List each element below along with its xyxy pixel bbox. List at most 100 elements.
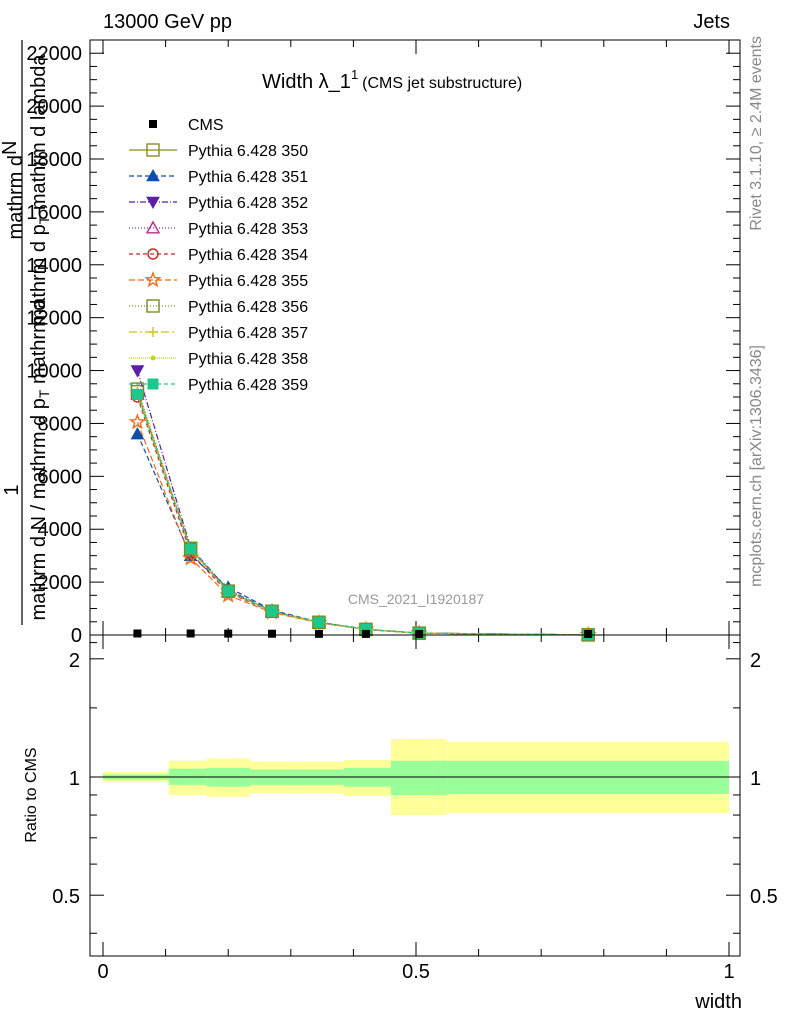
- legend-marker: [146, 196, 160, 210]
- x-tick-label: 0: [97, 961, 108, 983]
- main-ytick-label: 2000: [38, 572, 83, 594]
- x-tick-label: 1: [723, 961, 734, 983]
- header-left: 13000 GeV pp: [103, 11, 232, 33]
- ratio-ytick-label: 2: [69, 650, 80, 672]
- ylabel-mid-line: mathrm d pT mathrm d lambda: [28, 54, 52, 326]
- legend-label: Pythia 6.428 351: [188, 169, 308, 186]
- legend-item: Pythia 6.428 356: [129, 299, 308, 316]
- plot-title-sup: 1: [351, 67, 358, 82]
- analysis-watermark: CMS_2021_I1920187: [348, 591, 484, 607]
- main-ytick-label: 0: [71, 625, 82, 647]
- ratio-ytick-label-right: 2: [750, 650, 761, 672]
- ylabel-top-line: mathrm dN: [0, 141, 27, 240]
- mcplots-label: mcplots.cern.ch [arXiv:1306.3436]: [748, 345, 765, 587]
- series-point: [265, 604, 279, 618]
- legend-item: Pythia 6.428 358: [129, 351, 308, 368]
- cms-data: [133, 629, 593, 638]
- legend-item: Pythia 6.428 355: [129, 271, 308, 290]
- ylabel-bottom-sub: T: [36, 389, 52, 398]
- series-point: [221, 584, 235, 598]
- series-point: [128, 413, 146, 430]
- cms-point: [224, 629, 233, 638]
- ratio-panel-frame: [89, 634, 741, 957]
- main-ytick-label: 6000: [38, 466, 83, 488]
- legend-marker: [147, 248, 159, 260]
- legend-marker: [145, 220, 161, 234]
- rivet-label: Rivet 3.1.10, ≥ 2.4M events: [748, 36, 765, 231]
- legend-marker: [144, 271, 162, 288]
- series-line: [136, 421, 589, 636]
- legend-marker: [146, 299, 160, 313]
- legend-item: Pythia 6.428 359: [129, 377, 308, 394]
- ylabel-one: 1: [1, 484, 23, 495]
- series-point: [312, 615, 326, 630]
- plot-title-main: Width λ_1: [262, 71, 351, 93]
- x-axis-label: width: [694, 991, 742, 1013]
- legend-label: Pythia 6.428 355: [188, 273, 308, 290]
- ylabel-mid-tail: mathrm d lambda: [28, 54, 50, 216]
- legend-item: Pythia 6.428 353: [129, 220, 308, 238]
- ylabel-top-d: mathrm d: [5, 155, 27, 239]
- ylabel-mid: mathrm d p: [28, 224, 50, 325]
- legend-item: Pythia 6.428 351: [129, 168, 308, 186]
- main-ytick-label: 16000: [26, 202, 82, 224]
- main-ylabel: mathrm dN mathrm d pT mathrm d lambda 1 …: [0, 40, 52, 625]
- ratio-ytick-label-right: 1: [750, 768, 761, 790]
- main-ytick-label: 18000: [26, 149, 82, 171]
- cms-point: [361, 629, 370, 638]
- series-point: [131, 388, 143, 400]
- series-point: [130, 426, 145, 440]
- legend-label: Pythia 6.428 353: [188, 221, 308, 238]
- cms-point: [584, 629, 593, 638]
- main-axes: 0 2000 4000 6000 8000 10000 12000 14000 16000 180…: [26, 40, 740, 647]
- plot-title-sub: (CMS jet substructure): [362, 75, 522, 92]
- main-ytick-label: 10000: [26, 361, 82, 383]
- cms-point: [186, 629, 195, 638]
- legend-label: Pythia 6.428 354: [188, 247, 308, 264]
- ratio-ylabel: Ratio to CMS: [23, 747, 40, 842]
- legend-label: Pythia 6.428 357: [188, 325, 308, 342]
- main-ytick-label: 8000: [38, 413, 83, 435]
- cms-point: [314, 629, 323, 638]
- ratio-bands: [103, 738, 729, 816]
- legend-label: Pythia 6.428 358: [188, 351, 308, 368]
- cms-point: [268, 629, 277, 638]
- legend-item-cms: CMS: [149, 117, 224, 134]
- x-tick-label: 0.5: [402, 961, 430, 983]
- legend: CMS Pythia 6.428 350 Pythia 6.428 351 Pythi…: [129, 117, 308, 394]
- ratio-ytick-label: 0.5: [52, 886, 80, 908]
- header-right: Jets: [693, 11, 730, 33]
- series-line: [136, 394, 589, 636]
- ylabel-bottom: mathrm d N / mathrm d p: [28, 398, 50, 620]
- ylabel-bottom-tail: mathrm d: [28, 300, 50, 390]
- legend-label: Pythia 6.428 356: [188, 299, 308, 316]
- ratio-ytick-label: 1: [69, 768, 80, 790]
- legend-marker: [148, 327, 158, 337]
- main-ytick-label: 12000: [26, 308, 82, 330]
- legend-label: CMS: [188, 117, 224, 134]
- legend-marker: [149, 120, 157, 128]
- cms-point: [415, 629, 424, 638]
- ylabel-top-n: N: [0, 141, 21, 155]
- legend-label: Pythia 6.428 352: [188, 195, 308, 212]
- legend-item: Pythia 6.428 354: [129, 247, 308, 264]
- legend-label: Pythia 6.428 359: [188, 377, 308, 394]
- legend-item: Pythia 6.428 352: [129, 195, 308, 212]
- main-ytick-label: 4000: [38, 519, 83, 541]
- ratio-axes: 0.5 0.5 1 1 2 2 0 0.5 1: [52, 635, 778, 983]
- legend-item: Pythia 6.428 357: [129, 325, 308, 342]
- legend-marker: [146, 168, 160, 182]
- ylabel-mid-sub: T: [36, 215, 52, 224]
- ratio-band-inner: [390, 760, 448, 795]
- main-ytick-label: 20000: [26, 96, 82, 118]
- main-ytick-label: 22000: [26, 43, 82, 65]
- series-point: [266, 605, 278, 617]
- legend-marker: [150, 355, 156, 361]
- series-point: [185, 543, 197, 555]
- series-2: [130, 426, 595, 641]
- main-ytick-label: 14000: [26, 255, 82, 277]
- series-point: [130, 365, 145, 378]
- legend-item: Pythia 6.428 350: [129, 143, 308, 160]
- series-point: [313, 616, 325, 628]
